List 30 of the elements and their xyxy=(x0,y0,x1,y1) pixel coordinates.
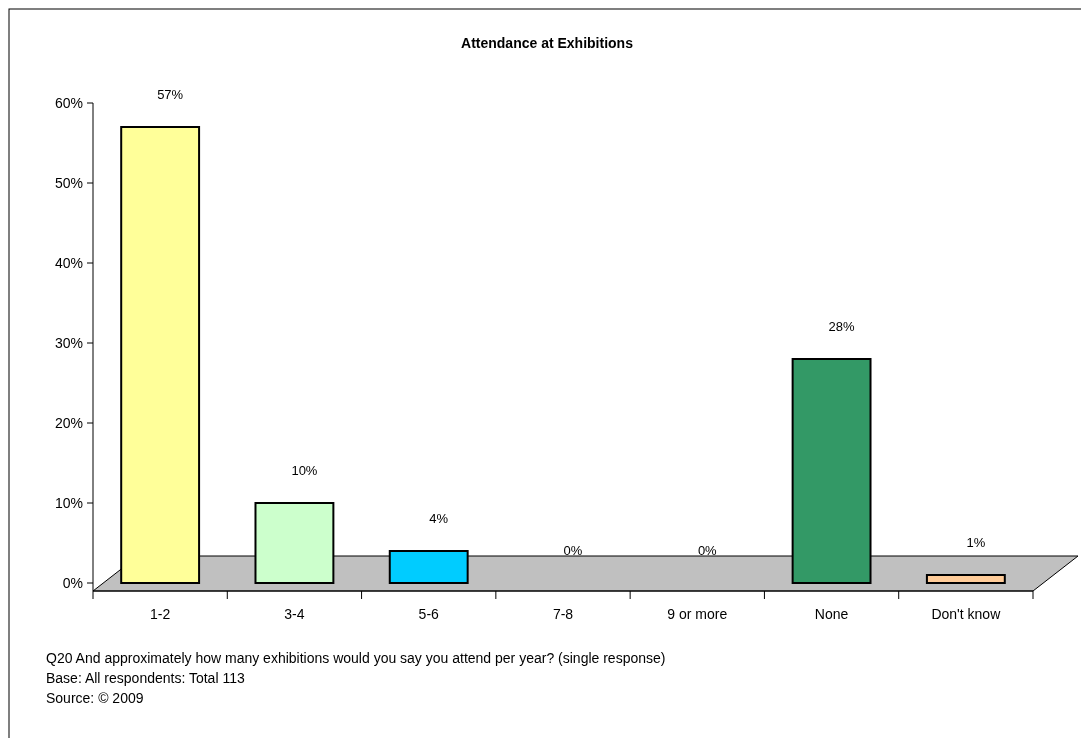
x-tick-label: 9 or more xyxy=(667,606,728,622)
data-label: 10% xyxy=(291,463,318,478)
x-tick-label: 3-4 xyxy=(284,606,305,622)
x-tick-label: 1-2 xyxy=(150,606,171,622)
data-label: 4% xyxy=(429,511,449,526)
data-label: 28% xyxy=(828,319,856,334)
data-label: 57% xyxy=(157,87,184,102)
x-tick-label: Don't know xyxy=(931,606,1002,622)
y-tick-label: 50% xyxy=(54,174,83,191)
data-label: 1% xyxy=(966,535,986,550)
bar xyxy=(791,358,872,584)
data-label: 0% xyxy=(697,543,718,558)
x-tick-label: 5-6 xyxy=(418,606,440,622)
y-tick-label: 10% xyxy=(54,494,83,511)
text: Base: All respondents: Total 113 xyxy=(46,670,245,686)
y-tick-label: 40% xyxy=(54,254,83,271)
chart-title: Attendance at Exhibitions xyxy=(461,35,634,51)
y-tick-label: 0% xyxy=(62,574,83,591)
y-tick-label: 60% xyxy=(54,94,83,111)
bar xyxy=(120,126,201,584)
bar xyxy=(388,550,469,584)
x-tick-label: 7-8 xyxy=(552,606,574,622)
bar xyxy=(254,502,335,584)
data-label: 0% xyxy=(563,543,583,558)
y-tick-label: 30% xyxy=(54,334,83,351)
source-note: Source: © 2009 xyxy=(46,690,144,706)
text: Q20 And approximately how many exhibitions would you say you attend per year? (single response) xyxy=(46,650,666,666)
bar xyxy=(925,574,1006,584)
y-tick-label: 20% xyxy=(54,414,83,431)
x-tick-label: None xyxy=(814,606,849,622)
